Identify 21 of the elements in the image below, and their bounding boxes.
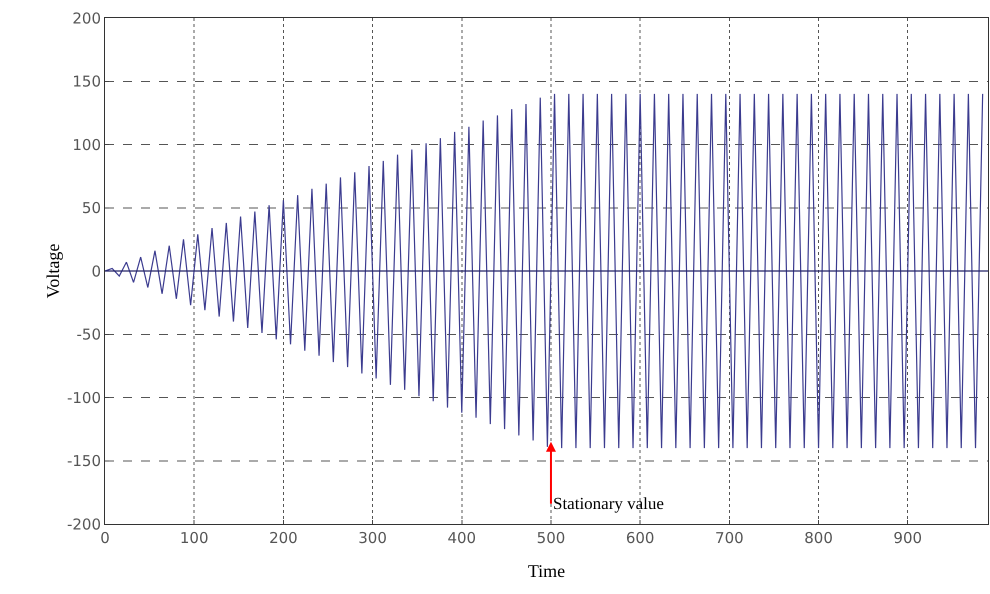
y-tick-label: -150 [66,452,101,470]
y-tick-label: 100 [72,136,101,154]
y-tick-label: 200 [72,9,101,28]
y-tick-label: 150 [72,72,101,90]
x-tick-label: 200 [269,529,298,547]
y-tick-label: -50 [76,326,101,344]
x-tick-label: 900 [893,529,922,547]
x-tick-label: 800 [804,529,833,547]
y-axis-title: Voltage [43,244,64,298]
x-tick-label: 600 [626,529,654,547]
x-tick-label: 700 [715,529,744,547]
y-tick-label: -100 [66,388,101,407]
y-tick-label: 0 [91,262,101,280]
x-tick-label: 400 [447,529,476,547]
annotation: Stationary value [553,494,664,513]
y-tick-label: 50 [82,199,101,217]
x-tick-label: 100 [180,529,209,547]
x-axis-title: Time [528,561,566,582]
x-tick-label: 300 [358,529,387,547]
x-tick-label: 500 [536,529,566,547]
y-tick-label: -200 [66,515,101,534]
